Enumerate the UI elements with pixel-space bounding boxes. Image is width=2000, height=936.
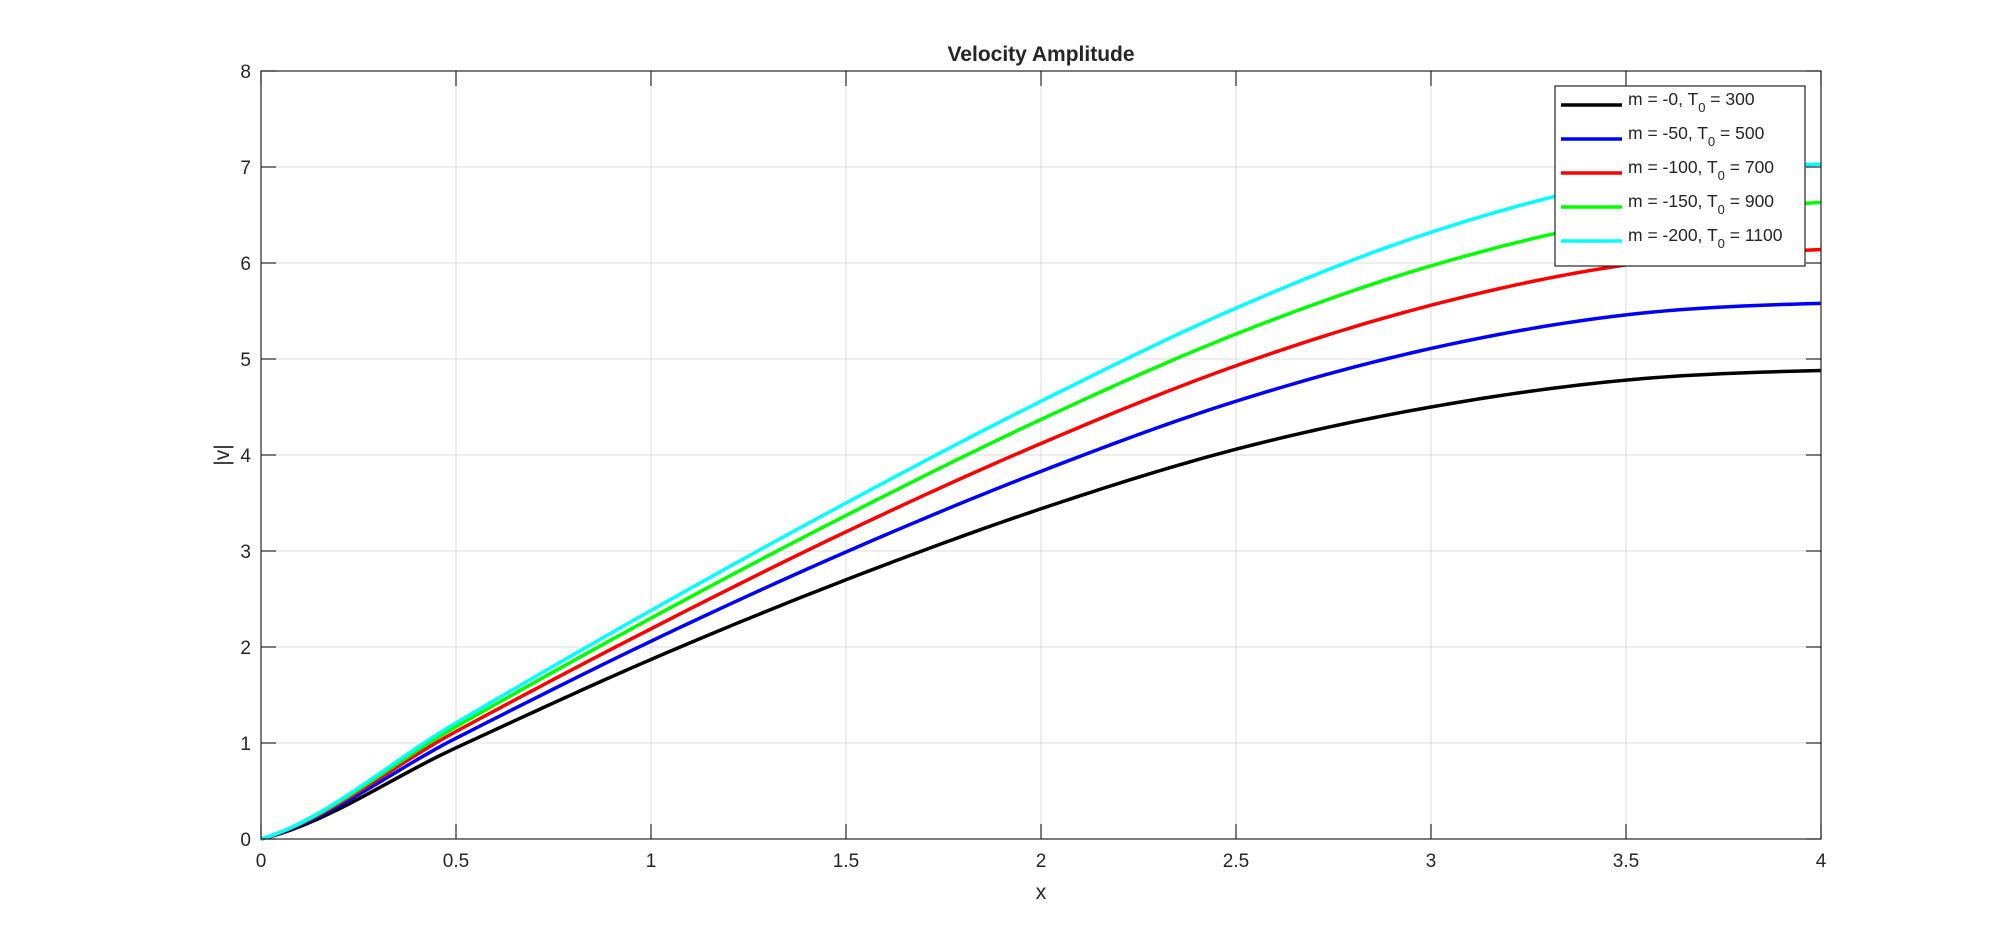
legend-label: m = -50, T0 = 500 [1628, 123, 1765, 149]
legend-label-subscript: 0 [1718, 168, 1725, 183]
series-line-2 [260, 247, 1822, 841]
legend-label-value: = 900 [1725, 191, 1774, 211]
y-tick-label: 7 [240, 158, 251, 179]
legend-label-value: = 1100 [1725, 225, 1783, 245]
legend-label: m = -100, T0 = 700 [1628, 157, 1774, 183]
y-tick-label: 2 [240, 638, 251, 659]
chart-title: Velocity Amplitude [947, 43, 1134, 66]
legend-box [1554, 85, 1806, 267]
x-tick-label: 1.5 [833, 851, 859, 872]
y-tick-label: 4 [240, 446, 251, 467]
legend-entry: m = -200, T0 = 1100 [1561, 225, 1783, 251]
legend-label-main: m = -100, T [1628, 157, 1718, 177]
legend-label-main: m = -50, T [1628, 123, 1708, 143]
legend-entry: m = -0, T0 = 300 [1561, 89, 1755, 115]
x-tick-label: 0.5 [443, 851, 469, 872]
legend-label-main: m = -150, T [1628, 191, 1718, 211]
legend-label-value: = 500 [1715, 123, 1764, 143]
tick-labels: 0 0.5 1 1.5 2 2.5 3 3.5 4 0 1 2 3 4 5 6 7 8 [240, 62, 1826, 872]
y-tick-label: 1 [240, 734, 251, 755]
legend-label: m = -0, T0 = 300 [1628, 89, 1755, 115]
legend-label-value: = 300 [1705, 89, 1754, 109]
y-axis-label: |v| [211, 444, 234, 465]
y-tick-label: 3 [240, 542, 251, 563]
legend-entry: m = -100, T0 = 700 [1561, 157, 1774, 183]
x-tick-label: 1 [646, 851, 657, 872]
legend-label-subscript: 0 [1718, 202, 1725, 217]
legend-label-subscript: 0 [1718, 236, 1725, 251]
x-tick-label: 2 [1036, 851, 1047, 872]
y-tick-label: 8 [240, 62, 251, 83]
legend-label-subscript: 0 [1708, 134, 1715, 149]
x-axis-label: x [1036, 881, 1047, 904]
legend-label: m = -200, T0 = 1100 [1628, 225, 1783, 251]
x-tick-label: 3 [1426, 851, 1437, 872]
x-tick-label: 3.5 [1613, 851, 1639, 872]
legend-label-value: = 700 [1725, 157, 1774, 177]
series-line-1 [260, 301, 1822, 841]
axis-ticks [260, 70, 1822, 840]
x-tick-label: 4 [1816, 851, 1827, 872]
y-tick-label: 0 [240, 830, 251, 851]
x-tick-label: 2.5 [1223, 851, 1249, 872]
y-tick-label: 5 [240, 350, 251, 371]
x-tick-label: 0 [256, 851, 267, 872]
series-line-0 [260, 368, 1822, 841]
legend-entry: m = -150, T0 = 900 [1561, 191, 1774, 217]
legend-label: m = -150, T0 = 900 [1628, 191, 1774, 217]
y-tick-label: 6 [240, 254, 251, 275]
legend-label-main: m = -0, T [1628, 89, 1698, 109]
legend-entry: m = -50, T0 = 500 [1561, 123, 1765, 149]
legend-label-subscript: 0 [1698, 100, 1705, 115]
legend-label-main: m = -200, T [1628, 225, 1718, 245]
